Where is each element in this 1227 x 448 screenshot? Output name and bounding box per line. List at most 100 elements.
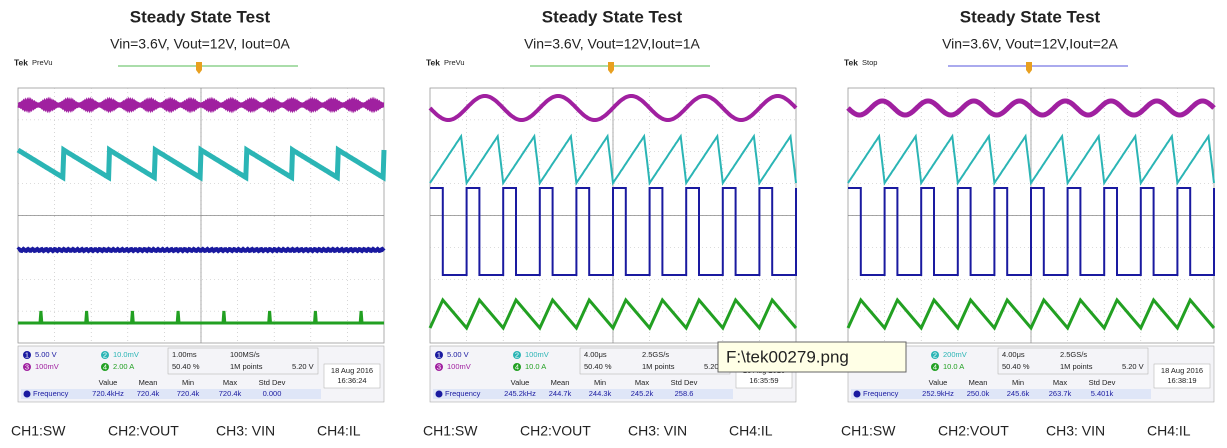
measure-header: Max [1053,378,1067,387]
measure-value: 244.3k [589,389,612,398]
scope-status: Stop [862,58,877,67]
measure-value: 720.4kHz [92,389,124,398]
measure-header: Mean [551,378,570,387]
channel-legend: CH3: VIN [628,423,687,439]
waveform-ch2 [429,133,797,186]
channel-scale: 2.00 A [113,362,134,371]
channel-legend: CH2:VOUT [108,423,179,439]
measure-value: 720.4k [177,389,200,398]
measure-value: 263.7k [1049,389,1072,398]
acq-sample-rate: 2.5GS/s [1060,350,1087,359]
scope-screen [16,87,387,344]
measure-header: Mean [969,378,988,387]
measure-row-bg [21,389,321,399]
acq-sample-rate: 100MS/s [230,350,260,359]
measure-header: Std Dev [671,378,698,387]
measure-value: 250.0k [967,389,990,398]
channel-badge [101,363,109,371]
channel-number: 3 [25,362,29,371]
channel-number: 4 [933,362,937,371]
channel-number: 2 [933,350,937,359]
waveform-ch1 [16,246,386,254]
scope-date: 18 Aug 2016 [1161,366,1203,375]
channel-badge [435,363,443,371]
panel-title: Steady State Test [542,7,683,26]
measure-header: Min [1012,378,1024,387]
measure-header: Value [99,378,118,387]
channel-legend: CH1:SW [423,423,478,439]
channel-scale: 10.0 A [943,362,964,371]
scope-status: PreVu [444,58,465,67]
measure-value: 245.2k [631,389,654,398]
acq-sample-rate: 2.5GS/s [642,350,669,359]
channel-scale: 5.00 V [447,350,469,359]
channel-scale: 5.00 V [35,350,57,359]
measure-badge [435,390,443,398]
measure-value: 245.2kHz [504,389,536,398]
channel-legend: CH3: VIN [1046,423,1105,439]
measure-badge [23,390,31,398]
measure-row-bg [851,389,1151,399]
trigger-marker [196,62,202,74]
measure-value: Frequency [33,389,69,398]
measure-header: Max [223,378,237,387]
measure-value: 720.4k [219,389,242,398]
trigger-marker [608,62,614,74]
measure-value: 244.7k [549,389,572,398]
scope-panel: Steady State Test Vin=3.6V, Vout=12V, Iou… [11,7,387,439]
waveform-ch2 [16,145,387,182]
acq-timebase: 1.00ms [172,350,197,359]
measure-value: 252.9kHz [922,389,954,398]
acq-record: 1M points [230,362,263,371]
channel-scale: 100mV [447,362,471,371]
channel-badge [931,363,939,371]
readout-area: 15.00 V2200mV3100mV410.0 A4.00μs2.5GS/s5… [847,345,1215,403]
trigger-marker [1026,62,1032,74]
acq-trigger-level: 5.20 V [292,362,314,371]
measure-row-bg [433,389,733,399]
channel-scale: 200mV [943,350,967,359]
scope-brand: Tek [14,57,28,67]
date-box [1153,363,1211,389]
scope-panel: Steady State Test Vin=3.6V, Vout=12V,Iout… [423,7,798,439]
scope-time: 16:36:24 [337,376,366,385]
panel-title: Steady State Test [960,7,1101,26]
scope-time: 16:35:59 [749,376,778,385]
channel-scale: 100mV [525,350,549,359]
scope-screen [846,87,1216,344]
scope-date: 18 Aug 2016 [331,366,373,375]
channel-legend: CH1:SW [11,423,66,439]
date-box [323,363,381,389]
channel-badge [23,363,31,371]
waveform-ch2 [847,133,1215,186]
channel-legend: CH4:IL [1147,423,1191,439]
acq-timebase: 4.00μs [1002,350,1025,359]
measure-value: Frequency [863,389,899,398]
measure-header: Min [594,378,606,387]
measure-header: Value [511,378,530,387]
waveform-ch4 [18,310,384,325]
panel-subtitle: Vin=3.6V, Vout=12V,Iout=1A [524,36,700,52]
channel-legend: CH4:IL [317,423,361,439]
channel-badge [931,351,939,359]
channel-number: 4 [515,362,519,371]
channel-scale: 10.0 A [525,362,546,371]
waveform-ch4 [846,297,1216,331]
measure-badge [853,390,861,398]
channel-number: 3 [437,362,441,371]
channel-number: 4 [103,362,107,371]
measure-value: 258.6 [675,389,694,398]
tooltip-box [717,341,907,373]
channel-legend: CH3: VIN [216,423,275,439]
timebase-box [167,347,319,375]
waveform-ch3 [846,98,1216,118]
channel-legend: CH2:VOUT [520,423,591,439]
measure-header: Min [182,378,194,387]
measure-header: Std Dev [1089,378,1116,387]
measure-value: 720.4k [137,389,160,398]
channel-badge [23,351,31,359]
waveform-ch3 [17,96,384,114]
file-tooltip: F:\tek00279.png [717,341,907,373]
waveform-ch1 [430,187,797,276]
